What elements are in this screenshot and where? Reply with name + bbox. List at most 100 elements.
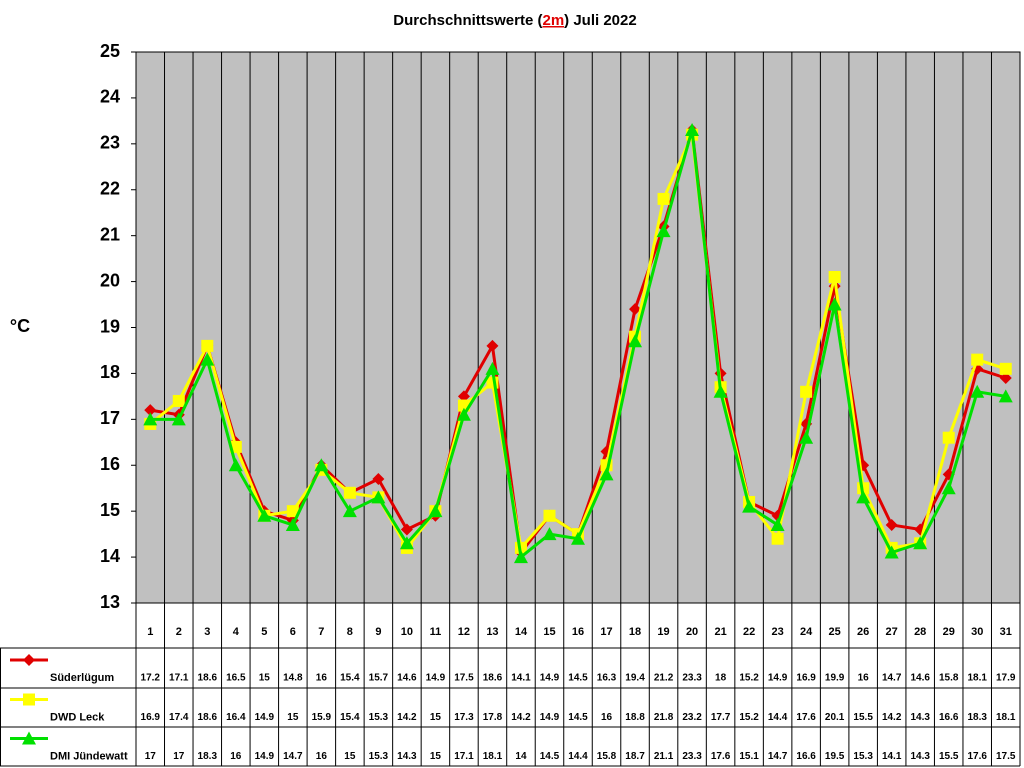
- legend-marker: [22, 731, 36, 745]
- y-tick-label: 15: [100, 500, 120, 520]
- table-value: 15.3: [369, 751, 389, 762]
- x-tick-label: 4: [233, 626, 240, 638]
- x-tick-label: 28: [914, 626, 926, 638]
- y-tick-label: 16: [100, 454, 120, 474]
- y-tick-label: 13: [100, 592, 120, 612]
- data-point: [884, 545, 899, 559]
- table-value: 19.4: [625, 673, 645, 684]
- table-value: 15.8: [597, 751, 617, 762]
- data-point: [343, 486, 356, 499]
- title-part: Durchschnittswerte (: [393, 12, 542, 29]
- table-value: 17.5: [996, 751, 1016, 762]
- data-point: [342, 504, 357, 518]
- data-point: [599, 467, 614, 481]
- title-part: ) Juli 2022: [564, 12, 637, 29]
- x-tick-label: 26: [857, 626, 869, 638]
- table-value: 17.9: [996, 673, 1016, 684]
- table-value: 17.1: [169, 673, 189, 684]
- table-value: 17.6: [796, 712, 816, 723]
- table-value: 15.4: [340, 712, 360, 723]
- x-tick-label: 11: [430, 626, 442, 638]
- y-tick-label: 18: [100, 362, 120, 382]
- y-tick-label: 23: [100, 133, 120, 153]
- table-value: 16: [316, 673, 328, 684]
- x-tick-label: 7: [318, 626, 324, 638]
- data-point: [285, 517, 300, 531]
- table-value: 17.2: [141, 673, 161, 684]
- data-point: [400, 523, 413, 536]
- table-value: 14.3: [910, 712, 930, 723]
- data-point: [913, 536, 928, 550]
- data-point: [971, 353, 984, 366]
- y-axis-label: °C: [10, 316, 30, 336]
- y-tick-label: 19: [100, 316, 120, 336]
- table-value: 15: [430, 751, 442, 762]
- data-point: [371, 490, 386, 504]
- table-value: 23.3: [682, 673, 702, 684]
- data-point: [200, 352, 215, 366]
- x-tick-label: 8: [347, 626, 353, 638]
- table-value: 18.3: [198, 751, 218, 762]
- table-value: 21.8: [654, 712, 674, 723]
- table-value: 16.6: [939, 712, 959, 723]
- table-value: 16: [316, 751, 328, 762]
- table-value: 23.2: [682, 712, 702, 723]
- table-value: 16.5: [226, 673, 246, 684]
- table-value: 16.6: [796, 751, 816, 762]
- x-tick-label: 3: [204, 626, 210, 638]
- table-value: 20.1: [825, 712, 845, 723]
- data-point: [629, 303, 642, 316]
- data-point: [885, 518, 898, 531]
- table-value: 14.9: [426, 673, 446, 684]
- title-highlight: 2m: [542, 12, 564, 29]
- data-point: [486, 339, 499, 352]
- table-value: 14.5: [540, 751, 560, 762]
- legend-label: DWD Leck: [50, 711, 105, 723]
- table-value: 16: [230, 751, 242, 762]
- data-point: [999, 362, 1012, 375]
- legend-marker: [23, 654, 35, 666]
- table-value: 19.9: [825, 673, 845, 684]
- data-point: [998, 389, 1013, 403]
- x-tick-label: 6: [290, 626, 296, 638]
- x-tick-label: 25: [829, 626, 841, 638]
- table-value: 15.7: [369, 673, 389, 684]
- table-value: 14.6: [397, 673, 417, 684]
- table-value: 15.1: [739, 751, 759, 762]
- table-value: 15.5: [853, 712, 873, 723]
- x-tick-label: 18: [629, 626, 641, 638]
- data-point: [713, 384, 728, 398]
- data-point: [770, 517, 785, 531]
- data-point: [542, 527, 557, 541]
- table-value: 14.2: [882, 712, 902, 723]
- table-value: 14.5: [568, 673, 588, 684]
- data-point: [828, 270, 841, 283]
- data-point: [399, 536, 414, 550]
- table-value: 15: [344, 751, 356, 762]
- x-tick-label: 29: [943, 626, 955, 638]
- data-point: [628, 334, 643, 348]
- data-point: [771, 532, 784, 545]
- data-point: [201, 339, 214, 352]
- x-tick-label: 14: [515, 626, 528, 638]
- table-value: 14.3: [397, 751, 417, 762]
- table-value: 17.6: [711, 751, 731, 762]
- data-point: [800, 385, 813, 398]
- data-point: [456, 407, 471, 421]
- y-tick-label: 25: [100, 41, 120, 61]
- x-tick-label: 31: [1000, 626, 1012, 638]
- x-tick-label: 10: [401, 626, 413, 638]
- x-tick-label: 5: [261, 626, 267, 638]
- data-point: [999, 372, 1012, 385]
- x-tick-label: 15: [543, 626, 555, 638]
- table-value: 15: [287, 712, 299, 723]
- table-value: 21.1: [654, 751, 674, 762]
- data-point: [970, 384, 985, 398]
- legend-label: Süderlügum: [50, 672, 114, 684]
- table-value: 19.5: [825, 751, 845, 762]
- x-tick-label: 20: [686, 626, 698, 638]
- data-point: [799, 430, 814, 444]
- table-value: 15.4: [340, 673, 360, 684]
- data-point: [543, 509, 556, 522]
- table-value: 15.2: [739, 673, 759, 684]
